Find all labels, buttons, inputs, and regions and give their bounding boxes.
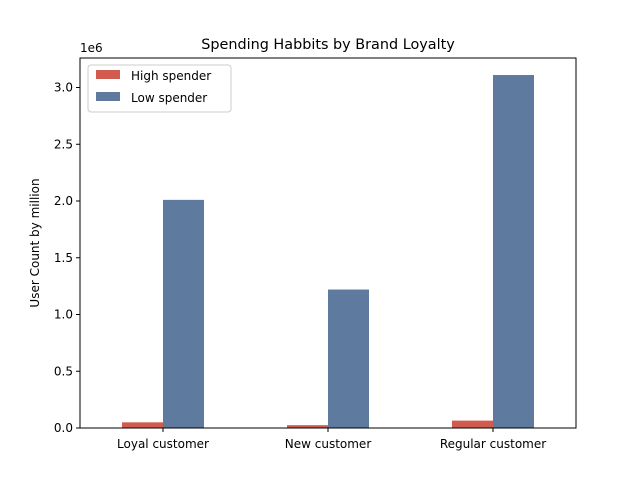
y-tick-label: 1.0: [54, 308, 73, 322]
y-tick-label: 1.5: [54, 251, 73, 265]
bar-low-spender-regular-customer: [493, 75, 534, 428]
legend: High spender Low spender: [87, 64, 232, 113]
legend-swatch-low-spender: [96, 92, 120, 101]
chart-title: Spending Habbits by Brand Loyalty: [201, 37, 455, 53]
legend-swatch-high-spender: [96, 70, 120, 79]
y-tick-label: 3.0: [54, 81, 73, 95]
legend-box: [87, 64, 232, 113]
x-tick-label: Loyal customer: [117, 437, 209, 451]
y-tick-label: 2.5: [54, 137, 73, 151]
y-tick-label: 0.5: [54, 364, 73, 378]
x-tick-label: Regular customer: [440, 437, 546, 451]
bar-high-spender-regular-customer: [452, 420, 493, 428]
bar-low-spender-loyal-customer: [163, 199, 204, 428]
legend-label-high-spender: High spender: [131, 69, 211, 83]
bar-high-spender-new-customer: [287, 425, 328, 428]
y-tick-label: 2.0: [54, 194, 73, 208]
x-tick-label: New customer: [285, 437, 372, 451]
axis-ticks-group: 0.0 0.5 1.0 1.5 2.0 2.5 3.0 Loyal customer New c…: [54, 81, 546, 451]
y-axis-offset-label: 1e6: [80, 41, 103, 55]
bar-high-spender-loyal-customer: [122, 422, 163, 428]
bars-group: [122, 75, 534, 428]
y-tick-label: 0.0: [54, 421, 73, 435]
y-axis-label: User Count by million: [28, 178, 42, 307]
legend-label-low-spender: Low spender: [131, 91, 207, 105]
bar-low-spender-new-customer: [328, 289, 369, 428]
plot-area-frame: [79, 57, 577, 429]
